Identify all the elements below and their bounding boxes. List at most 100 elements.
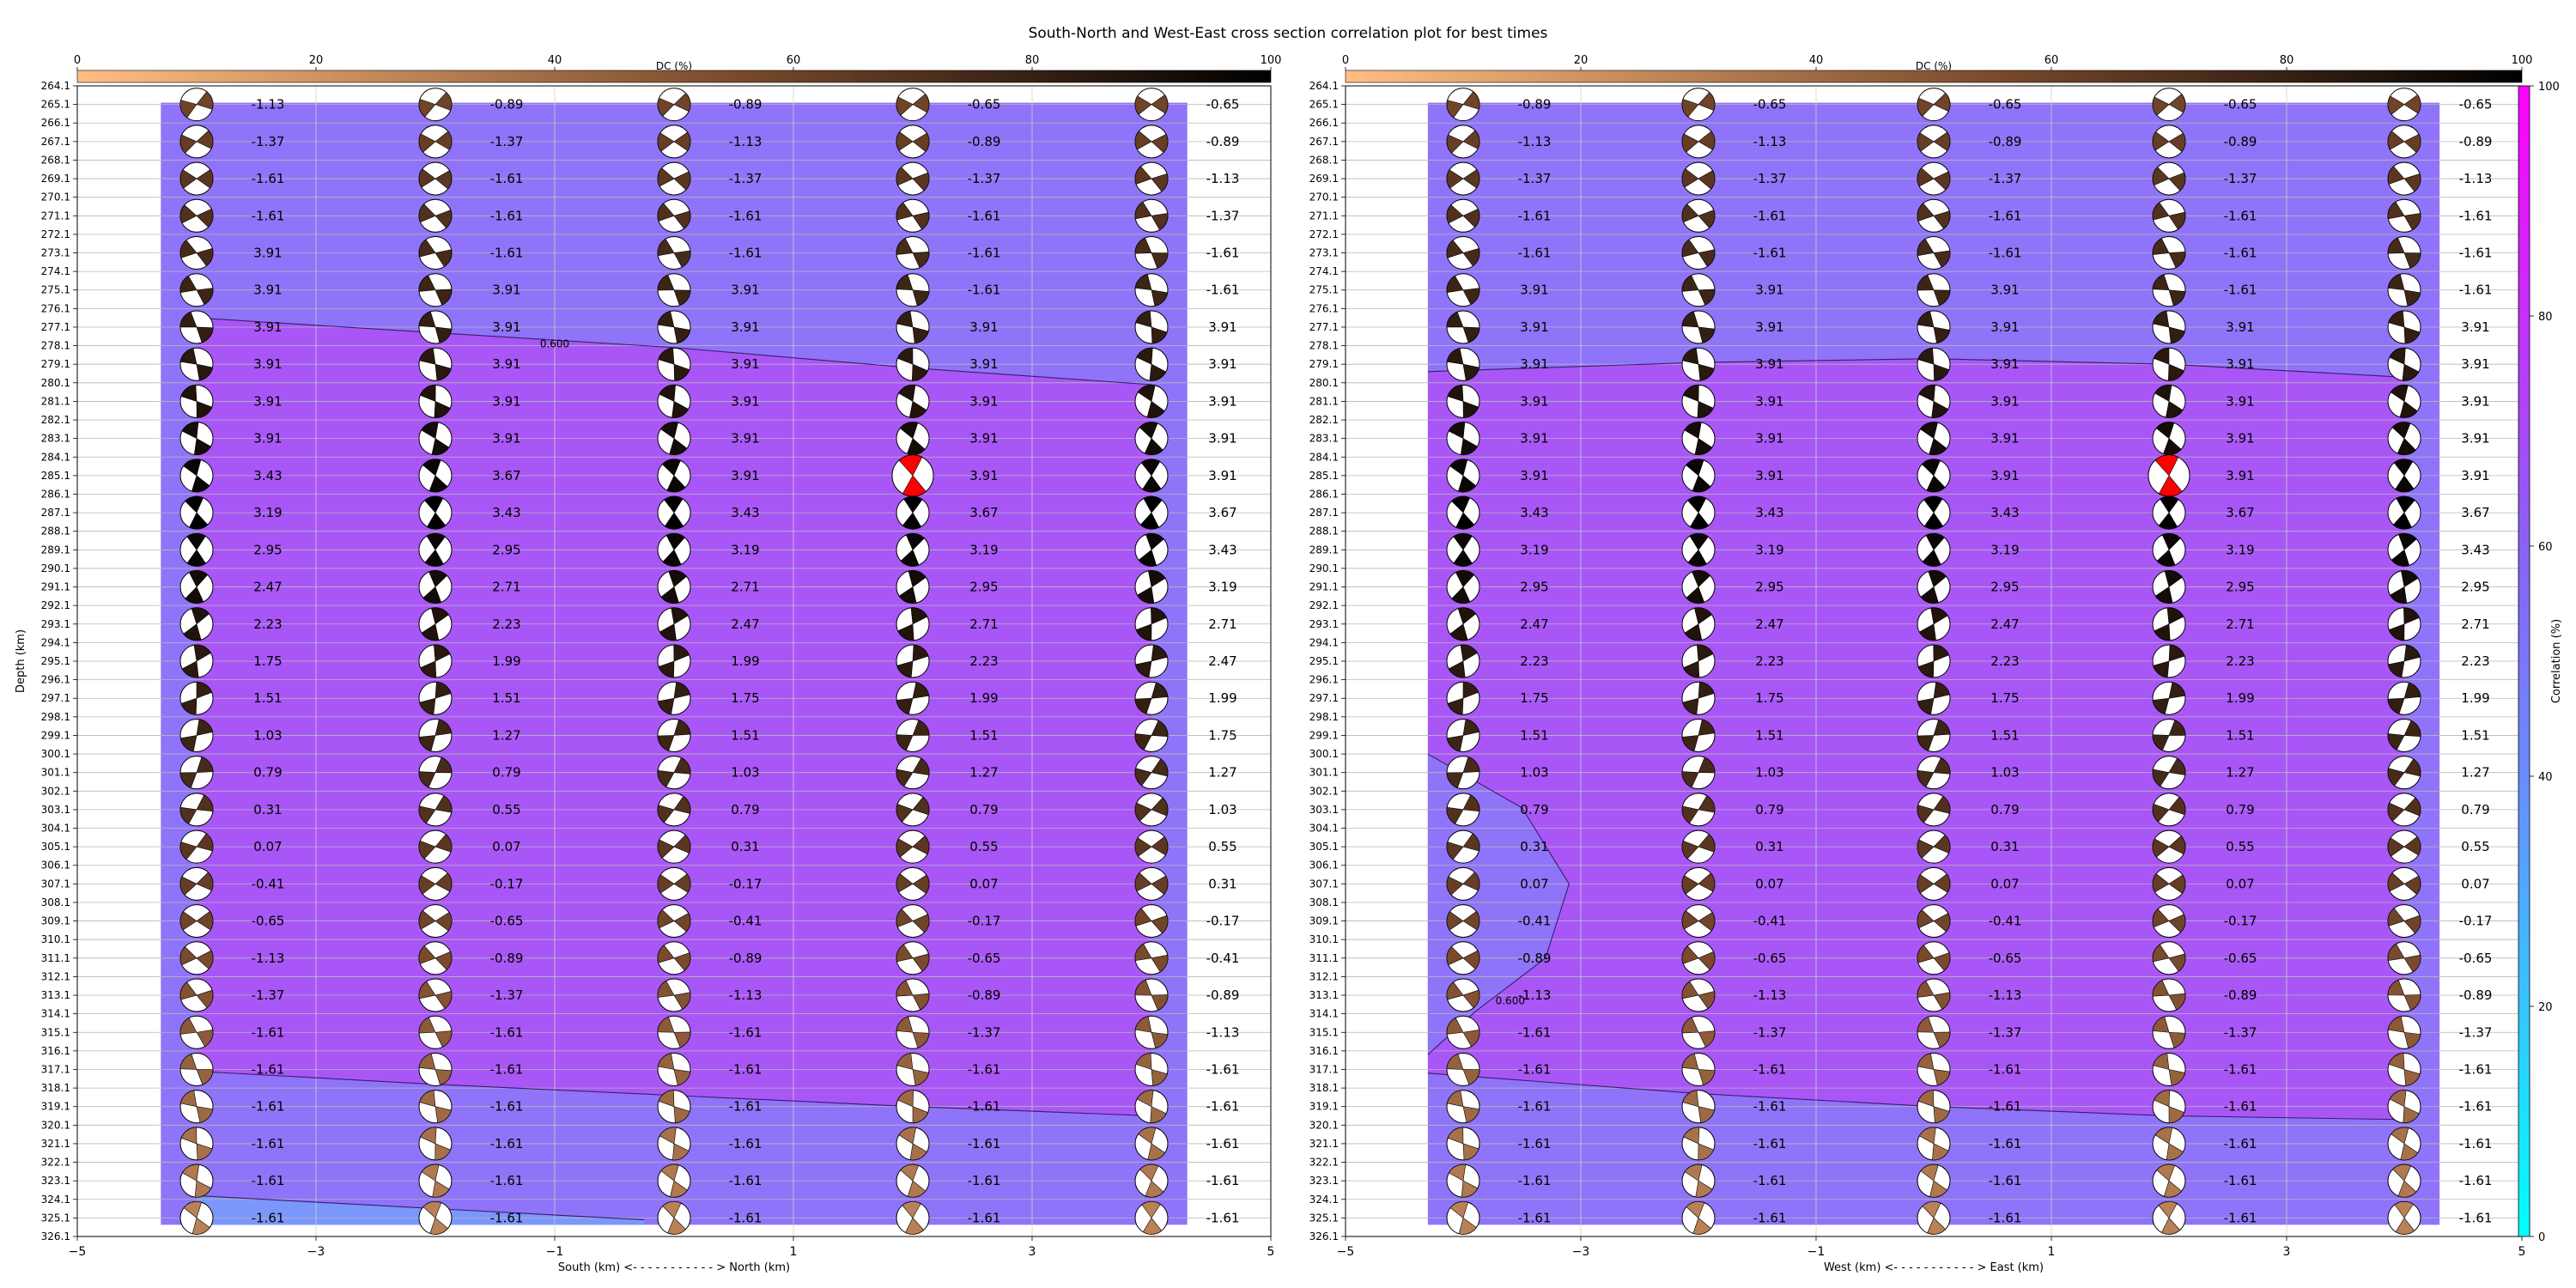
y-tick-label: 308.1: [1309, 896, 1339, 908]
beachball: [2387, 1127, 2421, 1161]
panel-south-north: 264.1 265.1 266.1 267.1 268.1 269.1 270.1 271.1…: [15, 80, 1274, 1274]
time-label: 0.31: [1520, 839, 1548, 854]
time-label: 3.91: [969, 319, 998, 335]
beachball: [657, 904, 691, 939]
beachball: [1917, 941, 1951, 975]
time-label: -0.89: [1206, 987, 1240, 1003]
beachball-quadrant: [2388, 660, 2405, 678]
time-label: 3.91: [1520, 468, 1548, 483]
beachball: [1446, 793, 1480, 827]
beachball: [896, 644, 930, 678]
beachball: [657, 1090, 691, 1124]
time-label: -1.37: [2224, 1024, 2257, 1040]
y-tick-label: 273.1: [1309, 247, 1339, 259]
time-label: -0.65: [968, 97, 1001, 112]
dc-colorbar-label: DC (%): [656, 60, 692, 72]
beachball-quadrant: [2390, 586, 2408, 604]
beachball-quadrant: [2168, 1106, 2185, 1124]
time-label: 0.31: [731, 839, 759, 854]
time-label: 2.23: [253, 617, 282, 632]
beachball-quadrant: [2160, 495, 2179, 513]
beachball: [1446, 1127, 1480, 1161]
beachball-quadrant: [418, 239, 436, 258]
beachball-quadrant: [896, 838, 914, 858]
beachball: [1446, 978, 1480, 1012]
time-label: 3.91: [969, 356, 998, 372]
time-label: 3.43: [253, 468, 282, 483]
beachball: [1134, 347, 1169, 381]
beachball: [1446, 384, 1480, 418]
beachball: [2387, 125, 2421, 159]
beachball-quadrant: [1462, 1029, 1480, 1048]
beachball-quadrant: [1681, 1053, 1699, 1070]
beachball-quadrant: [1682, 348, 1699, 365]
y-tick-label: 273.1: [41, 247, 70, 259]
beachball-quadrant: [1141, 1201, 1161, 1218]
beachball-quadrant: [2403, 607, 2420, 625]
beachball: [1134, 459, 1169, 493]
time-label: 1.51: [1755, 727, 1783, 743]
beachball-quadrant: [2387, 95, 2405, 115]
beachball-quadrant: [418, 771, 436, 788]
beachball-quadrant: [179, 981, 197, 1000]
beachball-quadrant: [1462, 91, 1480, 110]
beachball-quadrant: [1681, 133, 1699, 153]
beachball-quadrant: [1698, 681, 1715, 699]
y-tick-label: 292.1: [41, 599, 70, 611]
beachball: [418, 384, 453, 418]
beachball: [418, 1090, 453, 1124]
time-label: -1.61: [1753, 1061, 1787, 1077]
beachball-quadrant: [1687, 495, 1707, 513]
beachball-quadrant: [2152, 1016, 2170, 1033]
beachball-quadrant: [900, 1163, 919, 1182]
beachball-quadrant: [661, 459, 681, 477]
beachball: [418, 644, 453, 678]
beachball-quadrant: [1933, 682, 1950, 699]
beachball: [2387, 273, 2421, 307]
time-label: -1.61: [1518, 1099, 1552, 1115]
time-label: 1.99: [2226, 690, 2254, 706]
time-label: 1.03: [1755, 765, 1783, 781]
beachball-quadrant: [1681, 735, 1699, 752]
beachball: [1917, 1052, 1951, 1086]
beachball-quadrant: [657, 735, 675, 751]
beachball: [2152, 570, 2186, 605]
beachball-quadrant: [2163, 1180, 2183, 1198]
beachball-quadrant: [1151, 914, 1169, 934]
beachball-quadrant: [657, 238, 675, 257]
beachball: [1681, 718, 1716, 752]
time-label: -0.65: [2459, 97, 2493, 112]
beachball-quadrant: [1681, 805, 1699, 824]
time-label: 3.91: [731, 393, 759, 409]
beachball-quadrant: [1453, 549, 1473, 567]
beachball-quadrant: [1151, 682, 1169, 699]
beachball-quadrant: [1692, 475, 1711, 493]
beachball: [2387, 1090, 2421, 1124]
time-label: 3.91: [492, 393, 520, 409]
beachball: [1917, 1015, 1951, 1049]
beachball-quadrant: [898, 586, 917, 604]
time-label: 3.91: [1755, 319, 1783, 335]
beachball-quadrant: [1446, 735, 1464, 752]
time-label: 3.91: [1208, 319, 1236, 335]
beachball-quadrant: [2387, 768, 2405, 787]
y-tick-label: 266.1: [1309, 117, 1339, 129]
time-label: 3.91: [1755, 431, 1783, 447]
beachball-quadrant: [1695, 1180, 1713, 1198]
time-label: -1.61: [1206, 1061, 1240, 1077]
time-label: 3.19: [2226, 542, 2254, 557]
y-tick-label: 280.1: [1309, 377, 1339, 389]
beachball: [2152, 161, 2186, 196]
beachball-quadrant: [1933, 952, 1951, 971]
beachball-quadrant: [434, 991, 453, 1009]
dc-colorbar-left: 0 20 40 60 80 100 DC (%): [74, 54, 1281, 83]
time-label: -0.89: [490, 951, 524, 966]
beachball: [896, 793, 930, 827]
time-label: -1.61: [490, 1099, 524, 1115]
beachball-quadrant: [424, 495, 444, 513]
beachball-quadrant: [896, 944, 914, 963]
beachball: [896, 718, 930, 752]
beachball-quadrant: [1462, 950, 1480, 969]
y-tick-label: 265.1: [41, 99, 70, 111]
beachball-quadrant: [1917, 1053, 1935, 1070]
